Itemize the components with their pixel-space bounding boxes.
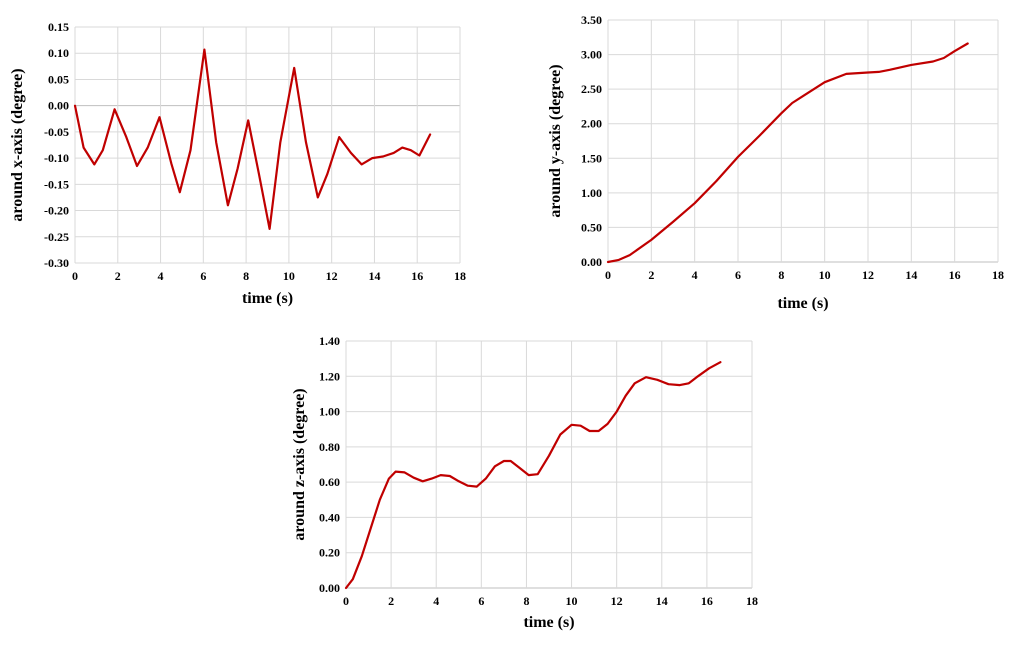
x-tick-label: 16 — [411, 269, 423, 283]
x-tick-label: 10 — [566, 594, 578, 608]
x-tick-label: 8 — [778, 268, 784, 282]
y-tick-label: 0.10 — [48, 46, 69, 60]
x-tick-label: 10 — [283, 269, 295, 283]
x-tick-label: 14 — [368, 269, 380, 283]
x-tick-label: 18 — [992, 268, 1004, 282]
x-axis-title: time (s) — [523, 614, 574, 631]
x-tick-label: 2 — [648, 268, 654, 282]
x-tick-label: 12 — [862, 268, 874, 282]
y-tick-label: 1.20 — [319, 369, 340, 383]
chart-rotation-z: 0.00 0.20 0.40 0.60 0.80 1.00 1.20 1.40 0 2 4 6 8 10 1… — [291, 334, 758, 631]
y-tick-label: 3.00 — [581, 48, 602, 62]
x-tick-label: 6 — [200, 269, 206, 283]
series-line — [606, 42, 969, 264]
chart-rotation-x: -0.30 -0.25 -0.20 -0.15 -0.10 -0.05 0.00 0.05 0.… — [9, 20, 466, 307]
x-tick-label: 4 — [433, 594, 439, 608]
series-line — [344, 361, 722, 590]
x-tick-label: 0 — [343, 594, 349, 608]
chart-rotation-y: 0.00 0.50 1.00 1.50 2.00 2.50 3.00 3.50 0 2 4 6 8 10 1… — [547, 13, 1004, 312]
y-axis-title: around x-axis (degree) — [9, 68, 26, 221]
y-tick-label: 1.00 — [581, 186, 602, 200]
y-tick-label: 2.00 — [581, 117, 602, 131]
x-tick-label: 6 — [735, 268, 741, 282]
y-axis-title: around z-axis (degree) — [291, 388, 308, 540]
x-axis-title: time (s) — [242, 290, 293, 307]
x-axis-title: time (s) — [777, 295, 828, 312]
y-tick-label: -0.30 — [44, 256, 69, 270]
series-line — [73, 48, 432, 230]
y-tick-label: 0.20 — [319, 546, 340, 560]
y-tick-label: 1.40 — [319, 334, 340, 348]
y-tick-label: 0.15 — [48, 20, 69, 34]
y-tick-label: 0.80 — [319, 440, 340, 454]
y-tick-label: 0.05 — [48, 72, 69, 86]
x-tick-label: 18 — [746, 594, 758, 608]
x-tick-label: 0 — [72, 269, 78, 283]
y-tick-label: -0.15 — [44, 177, 69, 191]
y-tick-label: 0.50 — [581, 220, 602, 234]
x-tick-label: 14 — [656, 594, 668, 608]
x-tick-label: 4 — [158, 269, 164, 283]
x-tick-label: 2 — [388, 594, 394, 608]
y-tick-label: 2.50 — [581, 82, 602, 96]
x-tick-label: 12 — [611, 594, 623, 608]
y-tick-label: 1.00 — [319, 405, 340, 419]
x-tick-label: 18 — [454, 269, 466, 283]
y-tick-label: -0.05 — [44, 125, 69, 139]
x-tick-label: 0 — [605, 268, 611, 282]
y-tick-label: 3.50 — [581, 13, 602, 27]
x-tick-label: 16 — [949, 268, 961, 282]
x-tick-label: 6 — [478, 594, 484, 608]
x-tick-label: 16 — [701, 594, 713, 608]
y-tick-label: 0.60 — [319, 475, 340, 489]
x-tick-label: 8 — [523, 594, 529, 608]
y-tick-label: -0.25 — [44, 230, 69, 244]
y-tick-label: -0.10 — [44, 151, 69, 165]
y-tick-label: 1.50 — [581, 151, 602, 165]
x-tick-label: 4 — [692, 268, 698, 282]
x-tick-label: 8 — [243, 269, 249, 283]
y-tick-label: 0.40 — [319, 510, 340, 524]
x-tick-label: 10 — [819, 268, 831, 282]
x-tick-label: 12 — [326, 269, 338, 283]
y-tick-label: 0.00 — [319, 581, 340, 595]
y-tick-label: 0.00 — [48, 99, 69, 113]
y-tick-label: 0.00 — [581, 255, 602, 269]
y-axis-title: around y-axis (degree) — [547, 64, 564, 217]
x-tick-label: 2 — [115, 269, 121, 283]
x-tick-label: 14 — [905, 268, 917, 282]
y-tick-label: -0.20 — [44, 204, 69, 218]
